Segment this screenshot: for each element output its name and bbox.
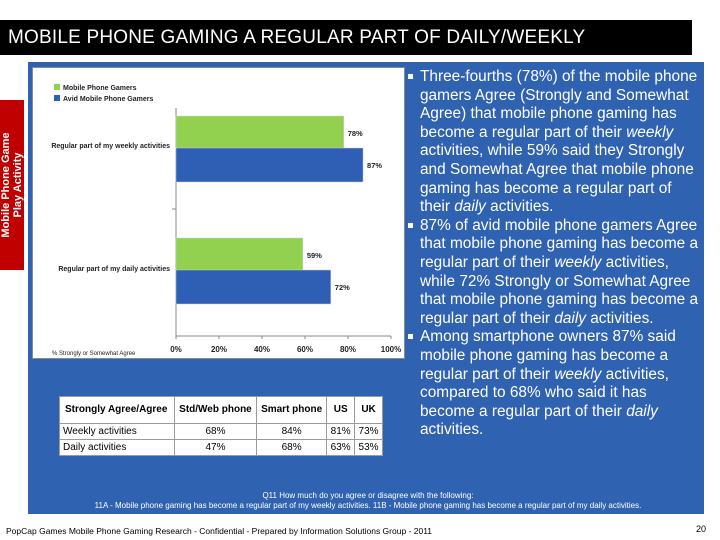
- table-cell: 63%: [326, 439, 356, 456]
- side-tab: Mobile Phone Game Play Activity: [0, 100, 24, 270]
- footnote-line1: Q11 How much do you agree or disagree wi…: [262, 491, 474, 500]
- bullet-marker: [408, 334, 413, 340]
- legend-swatch: [54, 84, 60, 90]
- table-cell: 47%: [173, 439, 258, 456]
- x-tick-label: 0%: [170, 345, 182, 354]
- bullet-item: 87% of avid mobile phone gamers Agree th…: [408, 217, 703, 329]
- bullet-text: daily: [554, 309, 586, 327]
- bullet-list: Three-fourths (78%) of the mobile phone …: [408, 68, 703, 440]
- table-header: Std/Web phone: [173, 396, 258, 424]
- legend-label: Avid Mobile Phone Gamers: [63, 96, 153, 103]
- table-cell: 68%: [173, 423, 258, 440]
- bullet-text: weekly: [626, 123, 674, 141]
- bullet-text: activities.: [420, 421, 484, 439]
- x-tick-label: 60%: [297, 345, 313, 354]
- agreement-table: Strongly Agree/Agree Std/Web phone Smart…: [59, 396, 383, 456]
- x-tick-label: 20%: [211, 345, 227, 354]
- bullet-text: weekly: [554, 253, 602, 271]
- data-label: 78%: [348, 129, 363, 138]
- table-header: US: [326, 396, 356, 424]
- table-cell: 84%: [255, 423, 328, 440]
- bullet-text: daily: [454, 198, 486, 216]
- bullet-text: activities, while 72% Strongly or Somewh…: [420, 253, 699, 327]
- side-tab-line1: Mobile Phone Game: [0, 132, 12, 238]
- side-tab-label: Mobile Phone Game Play Activity: [0, 100, 24, 270]
- table-header: Strongly Agree/Agree: [59, 396, 175, 424]
- bullet-text: weekly: [554, 365, 602, 383]
- bullet-item: Three-fourths (78%) of the mobile phone …: [408, 68, 703, 217]
- x-tick-label: 80%: [340, 345, 356, 354]
- footnote-line2: 11A - Mobile phone gaming has become a r…: [94, 501, 642, 510]
- question-footnote: Q11 How much do you agree or disagree wi…: [30, 491, 706, 511]
- bar: [175, 147, 364, 183]
- table-cell: 68%: [255, 439, 328, 456]
- table-header: Smart phone: [255, 396, 328, 424]
- bar: [175, 237, 304, 273]
- chart-area: 0% 20% 40% 60% 80% 100% 78% 59% 87% 72% Regular pa…: [32, 67, 405, 359]
- bar: [175, 269, 332, 305]
- table-header: UK: [354, 396, 383, 424]
- bullet-text: activities, compared to 68% who said it …: [420, 365, 669, 420]
- bar-chart: 0% 20% 40% 60% 80% 100% 78% 59% 87% 72% Regular pa…: [51, 84, 401, 357]
- bullet-text: activities.: [585, 309, 654, 327]
- table-row: Daily activities 47% 68% 63% 53%: [59, 439, 383, 456]
- bar: [175, 115, 344, 151]
- category-label: Regular part of my daily activities: [58, 266, 170, 273]
- footer-text: PopCap Games Mobile Phone Gaming Researc…: [6, 526, 433, 536]
- legend-swatch: [54, 95, 60, 101]
- table-cell: 81%: [326, 423, 356, 440]
- bullet-text: Three-fourths (78%) of the mobile phone …: [420, 68, 698, 141]
- legend-label: Mobile Phone Gamers: [63, 85, 137, 92]
- bullet-text: Among smartphone owners 87% said mobile …: [420, 328, 676, 383]
- bullet-text: activities, while 59% said they Strongly…: [420, 142, 694, 216]
- table-cell: Daily activities: [59, 439, 175, 456]
- side-tab-line2: Play Activity: [12, 152, 24, 218]
- table-cell: 53%: [354, 439, 383, 456]
- chart-note: % Strongly or Somewhat Agree: [52, 351, 136, 357]
- table-cell: Weekly activities: [59, 423, 175, 440]
- agreement-table-wrap: Strongly Agree/Agree Std/Web phone Smart…: [59, 396, 383, 456]
- page-number: 20: [696, 524, 707, 534]
- x-tick-label: 40%: [254, 345, 270, 354]
- data-label: 59%: [307, 251, 322, 260]
- table-header-row: Strongly Agree/Agree Std/Web phone Smart…: [59, 396, 383, 424]
- table-cell: 73%: [354, 423, 383, 440]
- bullet-item: Among smartphone owners 87% said mobile …: [408, 328, 703, 440]
- data-label: 87%: [367, 161, 382, 170]
- bullet-text: 87% of avid mobile phone gamers Agree th…: [420, 216, 699, 271]
- slide-title: MOBILE PHONE GAMING A REGULAR PART OF DA…: [0, 20, 692, 83]
- x-tick-label: 100%: [381, 345, 401, 354]
- bullet-text: daily: [626, 402, 658, 420]
- bullet-text: activities.: [485, 198, 554, 216]
- category-label: Regular part of my weekly activities: [51, 143, 170, 150]
- bullet-marker: [408, 222, 413, 228]
- data-label: 72%: [335, 283, 350, 292]
- table-row: Weekly activities 68% 84% 81% 73%: [59, 423, 383, 440]
- bullet-marker: [408, 74, 413, 79]
